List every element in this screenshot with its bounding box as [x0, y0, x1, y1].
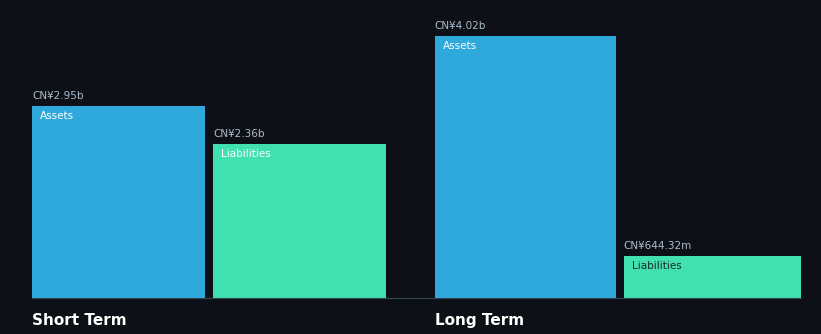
Text: Long Term: Long Term	[434, 313, 524, 328]
Text: Liabilities: Liabilities	[632, 261, 681, 271]
FancyBboxPatch shape	[213, 144, 387, 298]
Text: Assets: Assets	[443, 41, 477, 51]
Text: Assets: Assets	[40, 111, 75, 121]
FancyBboxPatch shape	[434, 36, 616, 298]
Text: Liabilities: Liabilities	[222, 149, 271, 159]
FancyBboxPatch shape	[32, 106, 205, 298]
Text: CN¥4.02b: CN¥4.02b	[434, 21, 486, 31]
Text: Short Term: Short Term	[32, 313, 127, 328]
Text: CN¥2.95b: CN¥2.95b	[32, 91, 84, 101]
Text: CN¥644.32m: CN¥644.32m	[624, 241, 692, 251]
FancyBboxPatch shape	[624, 256, 800, 298]
Text: CN¥2.36b: CN¥2.36b	[213, 129, 265, 139]
